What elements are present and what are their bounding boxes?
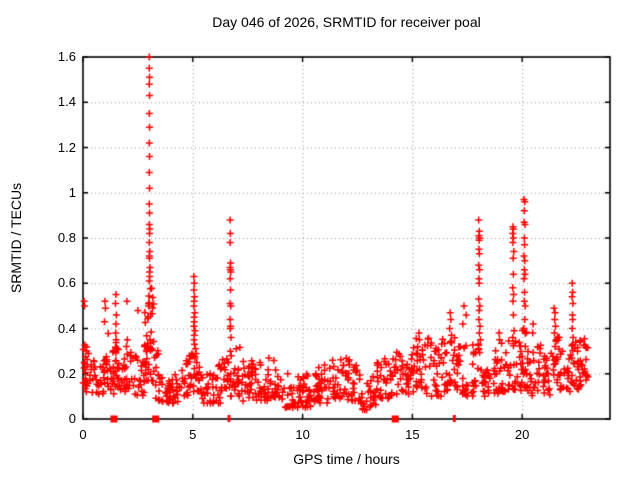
y-tick-label: 0.6 [57,275,76,291]
y-tick-label: 1 [68,184,76,200]
y-tick-label: 0.2 [57,365,76,381]
y-tick-label: 1.2 [57,139,76,155]
x-tick-label: 15 [405,427,420,442]
y-tick-label: 0.4 [57,320,76,336]
y-tick-label: 1.6 [57,49,76,64]
x-tick-label: 5 [189,427,197,442]
y-tick-label: 0.8 [57,230,76,245]
x-tick-label: 0 [79,427,87,442]
y-tick-label: 1.4 [57,94,76,110]
x-tick-label: 10 [295,427,310,442]
x-tick-label: 20 [514,427,530,442]
chart-title: Day 046 of 2026, SRMTID for receiver poa… [212,14,481,30]
y-axis-label: SRMTID / TECUs [8,182,24,294]
y-tick-label: 0 [68,411,76,426]
x-axis-label: GPS time / hours [293,451,400,467]
